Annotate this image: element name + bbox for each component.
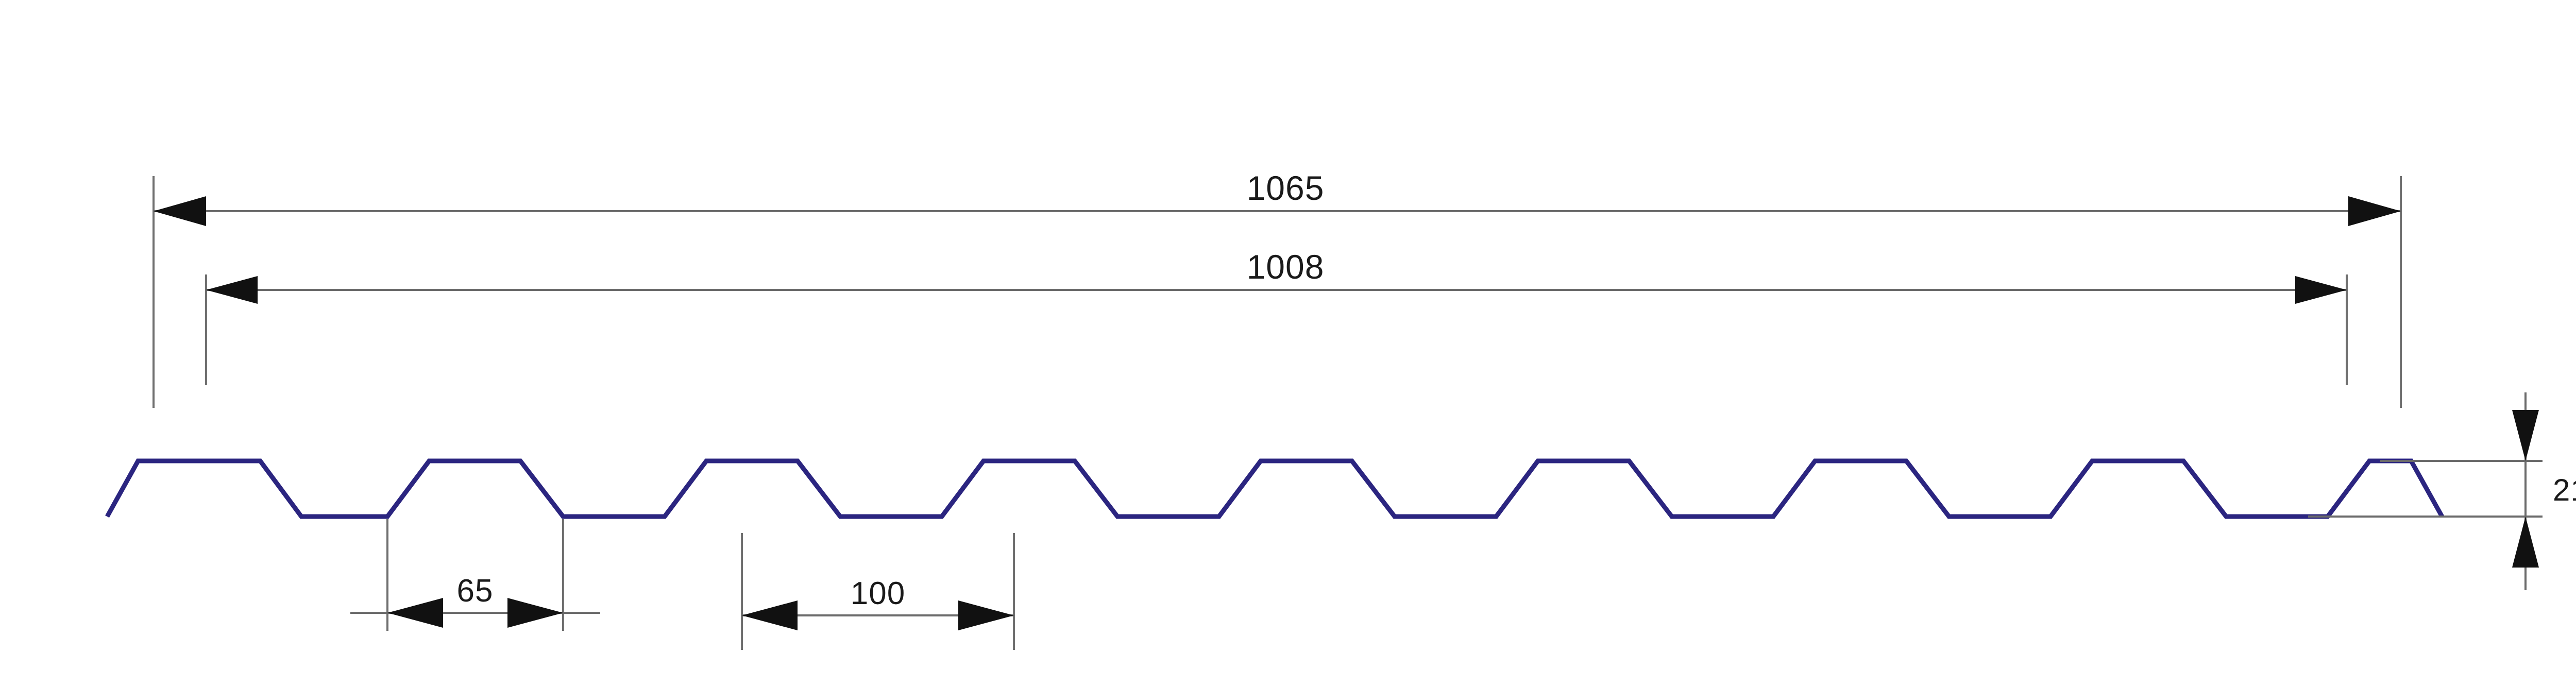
dimension-profile-height: 21 мм	[2512, 392, 2576, 590]
dimension-overall-width: 1065	[154, 169, 2401, 226]
arrow-left-icon	[154, 196, 206, 226]
leader-lines-profile-height	[2308, 460, 2543, 518]
dimension-useful-width: 1008	[206, 248, 2347, 304]
arrow-right-icon	[2348, 196, 2401, 226]
extension-lines-useful-width	[205, 274, 2348, 385]
dimension-label-rib-pitch: 100	[851, 576, 905, 611]
dimension-label-overall-width: 1065	[1247, 169, 1325, 207]
dimension-label-profile-height: 21 мм	[2553, 473, 2576, 507]
arrow-right-icon	[507, 598, 563, 628]
arrow-left-icon	[387, 598, 443, 628]
dimension-rib-pitch: 100	[742, 576, 1014, 630]
extension-lines-rib-pitch	[741, 533, 1015, 650]
arrow-right-icon	[958, 600, 1014, 630]
arrow-right-icon	[2295, 276, 2347, 304]
dimension-label-useful-width: 1008	[1247, 248, 1325, 286]
dimension-trough-width: 65	[350, 573, 600, 628]
arrow-down-icon	[2512, 410, 2539, 461]
dimension-label-trough-width: 65	[457, 573, 494, 609]
arrow-left-icon	[742, 600, 798, 630]
sheet-profile-outline	[105, 458, 2444, 519]
arrow-left-icon	[206, 276, 258, 304]
arrow-up-icon	[2512, 517, 2539, 568]
extension-lines-overall-width	[152, 176, 2402, 408]
